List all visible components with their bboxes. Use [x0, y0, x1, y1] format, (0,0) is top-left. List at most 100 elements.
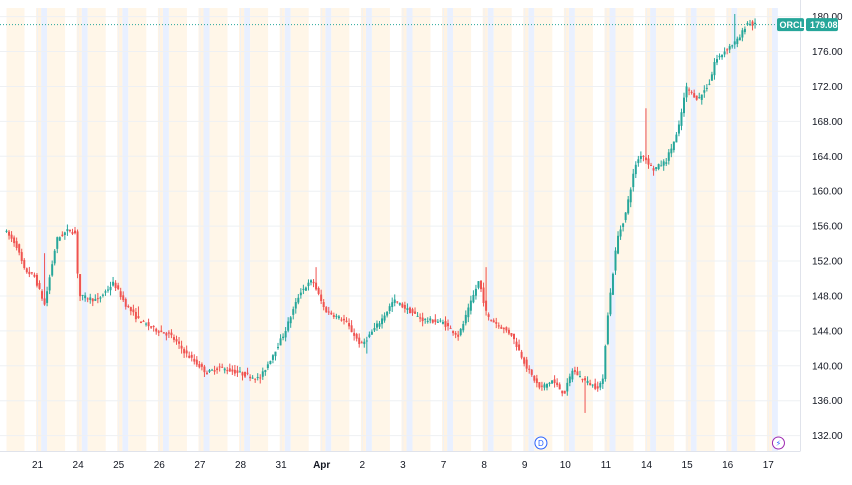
- candle-body: [743, 28, 746, 33]
- postmarket-band: [528, 8, 535, 451]
- candle-body: [221, 366, 224, 368]
- candle-body: [657, 164, 660, 169]
- candle-body: [46, 291, 49, 303]
- candle-body: [269, 360, 272, 365]
- candle-body: [741, 30, 744, 38]
- candle-body: [381, 318, 384, 325]
- candle: [459, 328, 462, 337]
- time-axis[interactable]: 21 24 25 26 27 28 31 Apr 2 3 7 8 9 10 11 14 15 16 17: [0, 451, 801, 472]
- candle-body: [452, 330, 455, 334]
- price-tick-label: 172.00: [812, 82, 843, 93]
- postmarket-band: [81, 8, 88, 451]
- premarket-band: [47, 8, 66, 451]
- candle: [518, 339, 521, 351]
- candle-body: [317, 288, 320, 294]
- candle-body: [307, 282, 310, 287]
- candle: [360, 340, 363, 344]
- candle: [96, 292, 99, 304]
- candle: [474, 284, 477, 300]
- candle: [48, 274, 51, 295]
- candle: [348, 318, 351, 330]
- candle: [261, 367, 264, 380]
- candle-body: [190, 354, 193, 358]
- candle-body: [391, 302, 394, 308]
- postmarket-band: [568, 8, 575, 451]
- candle: [441, 319, 444, 325]
- candle-body: [533, 375, 536, 381]
- candle: [142, 319, 145, 322]
- candle: [525, 356, 528, 372]
- candle-body: [142, 320, 145, 322]
- candle-body: [162, 332, 165, 334]
- candle: [175, 335, 178, 345]
- postmarket-band: [239, 8, 245, 451]
- candle-body: [505, 327, 508, 331]
- candle-body: [523, 357, 526, 364]
- candle-body: [228, 368, 231, 372]
- candle-body: [568, 376, 571, 383]
- candle: [497, 322, 500, 329]
- candle-body: [683, 97, 686, 114]
- candle-body: [18, 244, 21, 253]
- candle-body: [211, 369, 214, 371]
- candle: [332, 312, 335, 319]
- candle: [208, 369, 211, 374]
- candle-body: [271, 355, 274, 360]
- candle-body: [665, 162, 668, 164]
- candle-body: [320, 294, 323, 302]
- candle: [287, 317, 290, 333]
- dividend-event-icon[interactable]: D: [534, 436, 548, 450]
- candle: [342, 314, 345, 325]
- candle: [228, 363, 231, 372]
- candle-body: [368, 334, 371, 338]
- candle: [330, 310, 333, 315]
- postmarket-band: [244, 8, 251, 451]
- candle: [637, 155, 640, 167]
- candle: [241, 371, 244, 381]
- candle-body: [292, 309, 295, 315]
- candle-body: [604, 346, 607, 379]
- candle: [216, 366, 219, 374]
- candle: [477, 281, 480, 290]
- candle-body: [48, 277, 51, 291]
- candle: [238, 366, 241, 373]
- candle: [370, 329, 373, 335]
- candle-body: [322, 302, 325, 308]
- candle: [68, 229, 71, 233]
- candle: [122, 291, 125, 303]
- candle-body: [586, 380, 589, 383]
- candle: [167, 330, 170, 338]
- candle-body: [249, 376, 252, 379]
- candle: [688, 87, 691, 96]
- candle-body: [33, 274, 36, 277]
- candle: [165, 331, 168, 341]
- candle-body: [480, 280, 483, 290]
- candle-body: [637, 159, 640, 164]
- candle: [307, 279, 310, 291]
- candle-body: [152, 325, 155, 327]
- candle-body: [424, 318, 427, 320]
- candle-body: [238, 371, 241, 373]
- candle-body: [698, 97, 701, 99]
- candle-body: [302, 288, 305, 290]
- price-tick-label: 148.00: [812, 291, 843, 302]
- candle-body: [188, 355, 191, 358]
- candle: [345, 317, 348, 323]
- candle: [86, 297, 89, 303]
- candle: [436, 318, 439, 323]
- candle: [510, 332, 513, 337]
- symbol-tag-bg: [777, 18, 804, 32]
- candle: [731, 44, 734, 49]
- candle: [660, 160, 663, 167]
- candle-body: [56, 237, 59, 249]
- candle: [462, 320, 465, 333]
- time-tick-label: 26: [154, 460, 166, 471]
- candle: [58, 236, 61, 242]
- candle: [20, 248, 23, 265]
- candle: [91, 298, 94, 307]
- price-axis[interactable]: 180.00 176.00 172.00 168.00 164.00 160.00 156.…: [800, 0, 844, 451]
- earnings-event-icon[interactable]: ⚡: [771, 436, 785, 450]
- postmarket-band: [401, 8, 407, 451]
- candle: [401, 302, 404, 309]
